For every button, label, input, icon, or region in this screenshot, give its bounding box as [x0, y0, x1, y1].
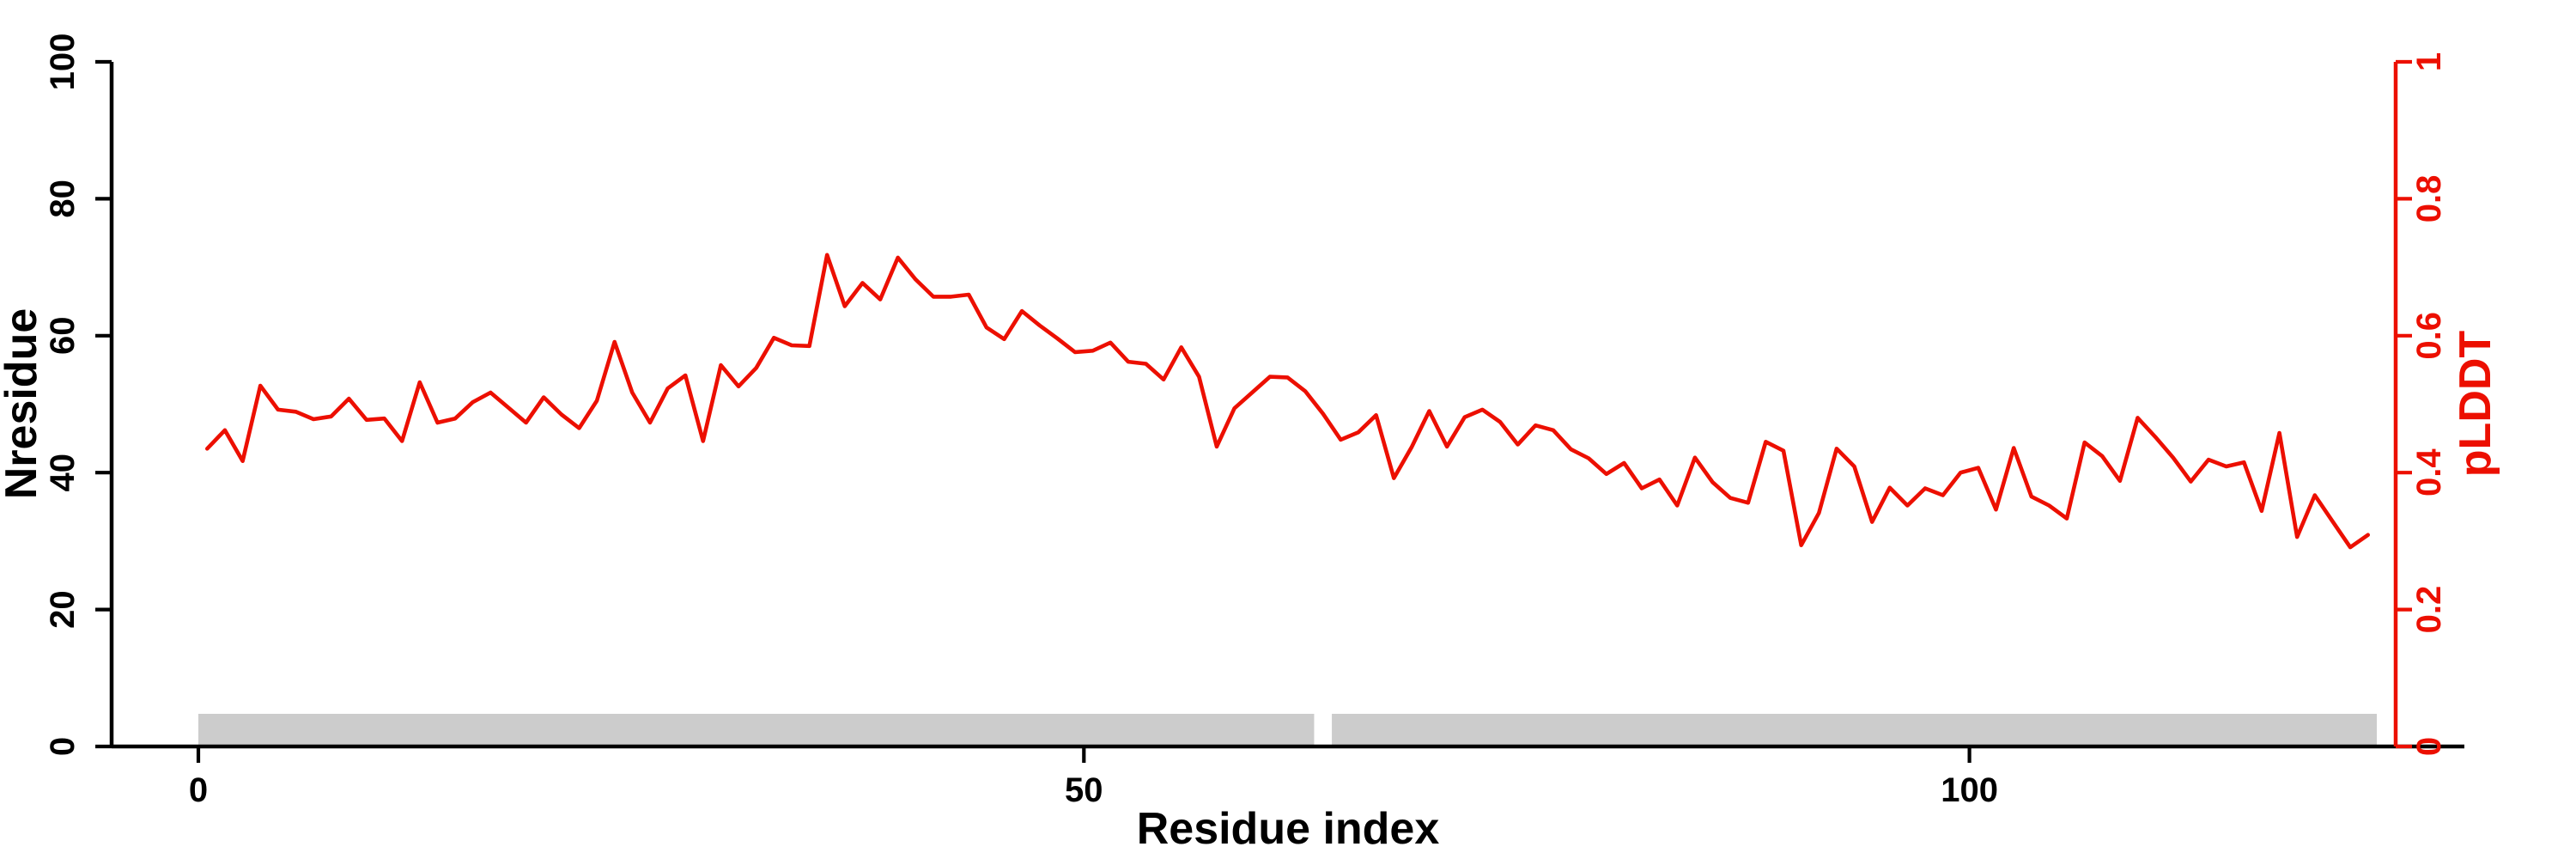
left-y-axis-tick-label: 40: [44, 454, 82, 492]
right-y-axis-tick-label: 0: [2410, 737, 2448, 756]
left-y-axis-title: Nresidue: [0, 308, 46, 500]
plddt-line-series: [205, 253, 2370, 550]
left-y-axis-tick-label: 60: [44, 317, 82, 356]
right-y-axis-tick-label: 0.8: [2410, 175, 2448, 223]
domain-bar-segment: [1332, 714, 2377, 746]
right-y-axis-tick-label: 0.4: [2410, 448, 2448, 497]
left-y-axis-tick-label: 100: [44, 34, 82, 91]
right-y-axis-title: pLDDT: [2451, 331, 2500, 478]
x-axis-tick-label: 50: [1065, 771, 1103, 809]
left-y-axis-tick-label: 80: [44, 180, 82, 218]
left-y-axis-tick-label: 0: [44, 737, 82, 756]
domain-bar-segment: [198, 714, 1315, 746]
right-y-axis-tick-label: 0.6: [2410, 312, 2448, 360]
x-axis-tick-label: 100: [1941, 771, 1998, 809]
left-y-axis-tick-label: 20: [44, 590, 82, 629]
x-axis-title: Residue index: [1137, 804, 1440, 854]
right-y-axis-tick-label: 1: [2410, 52, 2448, 71]
right-y-axis-tick-label: 0.2: [2410, 586, 2448, 634]
x-axis-tick-label: 0: [189, 771, 208, 809]
